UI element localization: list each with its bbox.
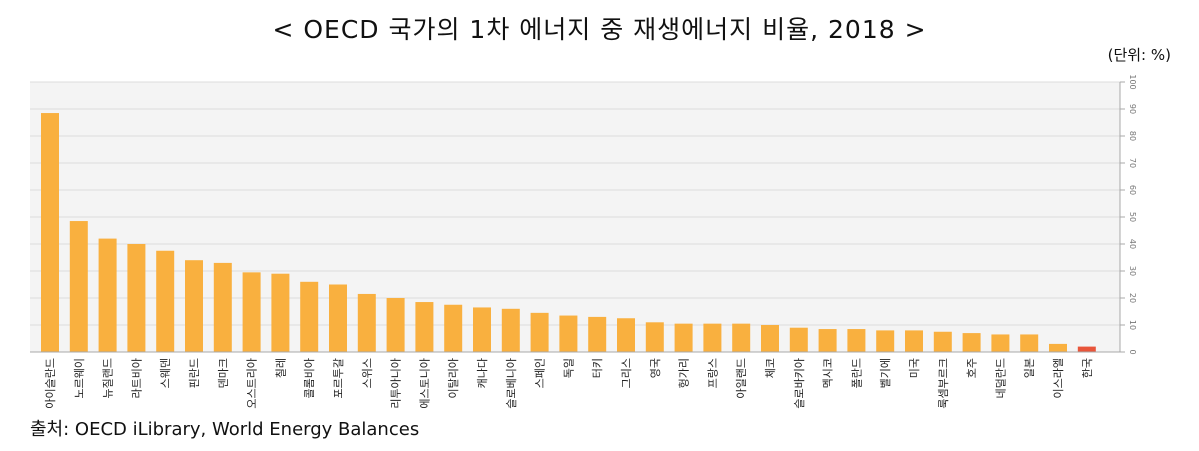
x-tick-label: 영국 (649, 358, 662, 378)
bar (1049, 343, 1067, 352)
x-tick-label: 아일랜드 (734, 358, 748, 398)
y-tick-label: 10 (1128, 320, 1137, 330)
x-tick-label: 핀란드 (188, 358, 201, 388)
bar (98, 238, 117, 352)
unit-label: (단위: %) (1107, 46, 1171, 64)
x-tick-label: 칠레 (274, 358, 287, 378)
bar (645, 322, 664, 352)
x-tick-label: 터키 (591, 358, 604, 378)
y-tick-label: 30 (1128, 266, 1137, 276)
bar (847, 329, 866, 352)
bar (933, 331, 952, 352)
bar (559, 315, 578, 352)
x-tick-label: 아이슬란드 (44, 358, 57, 409)
bar (876, 330, 895, 352)
y-tick-label: 80 (1128, 131, 1137, 141)
x-tick-label: 그리스 (620, 358, 633, 388)
x-tick-label: 슬로바키아 (793, 358, 806, 409)
x-tick-label: 스페인 (534, 358, 547, 388)
y-tick-label: 0 (1128, 349, 1137, 354)
x-tick-label: 리투아니아 (390, 358, 403, 409)
x-tick-label: 일본 (1022, 358, 1036, 378)
bar (185, 260, 203, 352)
x-tick-label: 한국 (1081, 358, 1094, 378)
bar (991, 334, 1010, 352)
x-tick-label: 네덜란드 (994, 358, 1007, 398)
x-tick-label: 체코 (764, 358, 777, 378)
x-tick-label: 이탈리아 (447, 358, 460, 398)
x-tick-label: 폴란드 (850, 358, 863, 388)
x-tick-label: 미국 (908, 358, 921, 378)
x-tick-label: 덴마크 (217, 358, 230, 388)
bar (329, 284, 347, 352)
bar (271, 273, 290, 352)
x-tick-label: 헝가리 (678, 358, 691, 388)
grid-lines (30, 81, 1120, 326)
x-tick-label: 스웨덴 (159, 358, 172, 388)
y-tick-label: 100 (1128, 74, 1137, 89)
bar (789, 327, 808, 352)
x-tick-label: 룩셈부르크 (937, 358, 950, 409)
bar (588, 316, 607, 352)
x-tick-label: 캐나다 (476, 358, 489, 388)
y-tick-label: 40 (1128, 239, 1137, 249)
x-tick-label: 프랑스 (706, 358, 719, 388)
x-tick-label: 멕시코 (822, 358, 835, 388)
y-tick-label: 60 (1128, 185, 1137, 195)
y-tick-label: 20 (1128, 293, 1137, 303)
x-tick-label: 호주 (966, 358, 979, 378)
bar (386, 298, 405, 352)
x-tick-label: 포르투갈 (331, 358, 345, 398)
x-tick-label: 이스라엘 (1052, 358, 1065, 398)
bar (156, 250, 175, 352)
x-tick-label: 벨기에 (879, 358, 892, 388)
x-tick-label: 독일 (561, 358, 575, 378)
x-tick-label: 노르웨이 (73, 358, 86, 398)
bar (300, 281, 319, 352)
x-tick-label: 스위스 (361, 358, 374, 388)
bar (213, 262, 232, 352)
bar (674, 323, 693, 352)
bar (473, 307, 491, 352)
bar (530, 312, 549, 352)
x-tick-label: 라트비아 (130, 358, 143, 398)
y-tick-label: 50 (1128, 212, 1137, 222)
bar (357, 293, 376, 352)
bar (69, 221, 88, 352)
bar (617, 318, 635, 352)
bars (41, 113, 1096, 352)
bar (501, 308, 520, 352)
bar (1020, 334, 1039, 352)
x-tick-label: 오스트리아 (246, 358, 259, 409)
x-tick-label: 슬로베니아 (505, 358, 518, 409)
y-tick-label: 70 (1128, 158, 1137, 168)
bar (732, 323, 751, 352)
x-tick-label: 에스토니아 (418, 358, 431, 409)
x-tick-label: 콜롬비아 (303, 358, 316, 398)
bar (41, 113, 59, 352)
bar (415, 302, 434, 352)
bar (962, 333, 981, 352)
source-note: 출처: OECD iLibrary, World Energy Balances (30, 419, 420, 440)
bar (444, 304, 463, 352)
x-tick-labels: 아이슬란드 노르웨이 뉴질랜드 라트비아 스웨덴 핀란드 덴마크 오스트리아 칠레 콜롬비아 포르투… (44, 358, 1094, 409)
bar (761, 325, 779, 352)
bar (905, 330, 923, 352)
bar (242, 272, 261, 352)
bar (127, 244, 146, 352)
bar (703, 323, 722, 352)
x-tick-label: 뉴질랜드 (102, 358, 115, 398)
bar (1077, 346, 1096, 352)
chart-title: < OECD 국가의 1차 에너지 중 재생에너지 비율, 2018 > (272, 15, 927, 44)
y-tick-labels: 0 10 20 30 40 50 60 70 80 90 100 (1120, 74, 1137, 355)
y-tick-label: 90 (1128, 104, 1137, 114)
bar (818, 329, 837, 352)
